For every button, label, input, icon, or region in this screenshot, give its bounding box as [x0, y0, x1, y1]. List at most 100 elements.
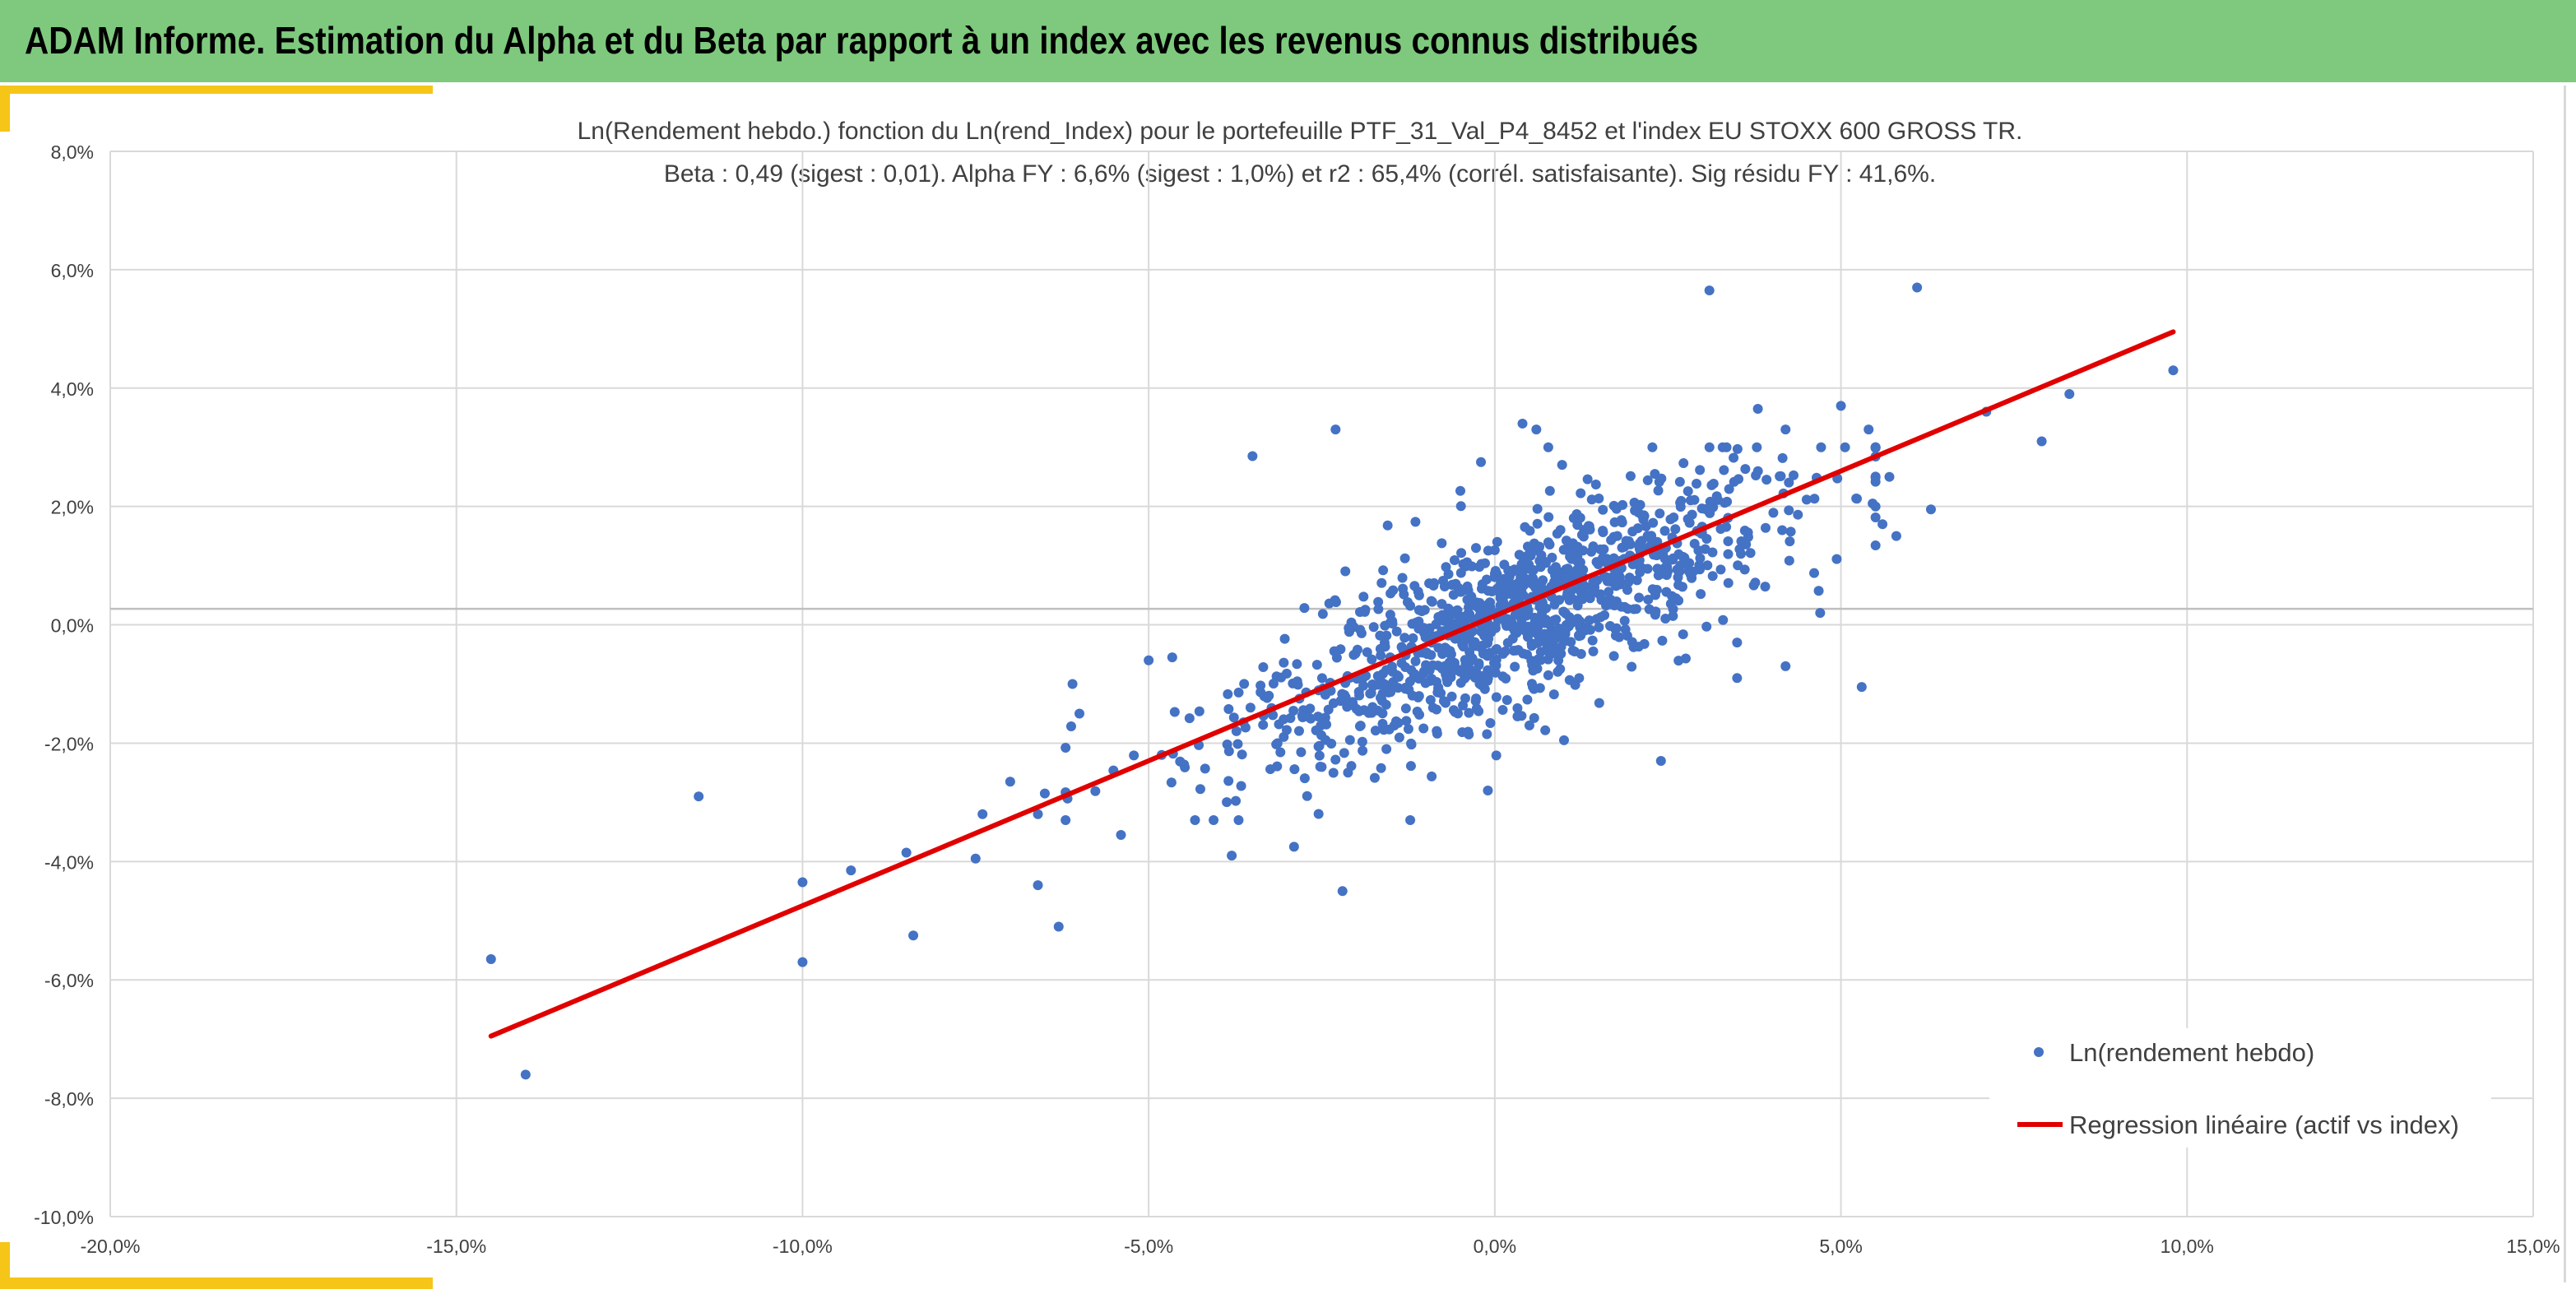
- scatter-point: [1279, 731, 1289, 742]
- scatter-point: [1700, 503, 1710, 514]
- chart-title: Ln(Rendement hebdo.) fonction du Ln(rend…: [578, 118, 2023, 145]
- scatter-point: [1272, 738, 1283, 749]
- scatter-point: [1583, 521, 1594, 531]
- scatter-point: [1299, 773, 1310, 784]
- y-tick-label: -4,0%: [44, 851, 94, 873]
- scatter-point: [1413, 590, 1424, 600]
- scatter-point: [1618, 499, 1628, 510]
- scatter-point: [1594, 698, 1604, 708]
- scatter-point: [1653, 485, 1664, 496]
- scatter-point: [1507, 633, 1518, 644]
- scatter-point: [1512, 702, 1523, 713]
- scatter-point: [1594, 494, 1604, 504]
- scatter-point: [1474, 598, 1485, 609]
- scatter-point: [1683, 566, 1694, 577]
- scatter-point: [1441, 669, 1451, 679]
- chart-subtitle: Beta : 0,49 (sigest : 0,01). Alpha FY : …: [664, 160, 1936, 188]
- scatter-point: [1262, 693, 1273, 703]
- scatter-point: [1492, 644, 1502, 655]
- scatter-point: [1401, 716, 1412, 726]
- scatter-point: [1387, 619, 1398, 629]
- scatter-point: [1330, 754, 1341, 765]
- scatter-point: [1376, 577, 1387, 588]
- scatter-point: [1482, 651, 1492, 661]
- scatter-point: [1572, 541, 1583, 552]
- scatter-point: [1673, 596, 1684, 606]
- scatter-point: [1507, 622, 1518, 633]
- scatter-point: [1704, 442, 1715, 452]
- scatter-point: [1232, 739, 1243, 749]
- scatter-point: [1354, 721, 1365, 731]
- scatter-point: [1642, 531, 1653, 541]
- scatter-point: [1775, 471, 1786, 481]
- scatter-point: [970, 853, 981, 864]
- scatter-point: [1239, 679, 1250, 689]
- scatter-point: [1622, 585, 1633, 596]
- scatter-point: [1450, 633, 1460, 644]
- scatter-point: [1461, 560, 1472, 571]
- scatter-point: [1780, 661, 1791, 671]
- scatter-point: [1553, 631, 1564, 642]
- scatter-point: [1407, 690, 1418, 701]
- scatter-point: [1723, 549, 1734, 559]
- scatter-point: [1437, 648, 1448, 659]
- scatter-point: [1330, 424, 1341, 435]
- x-tick-label: -10,0%: [773, 1236, 833, 1257]
- scatter-point: [1659, 554, 1670, 564]
- scatter-point: [1616, 601, 1627, 612]
- scatter-point: [1517, 418, 1528, 429]
- scatter-point: [1497, 582, 1508, 592]
- regression-line: [488, 329, 2176, 1039]
- x-tick-label: 0,0%: [1474, 1236, 1516, 1257]
- scatter-point: [1809, 568, 1820, 578]
- scatter-point: [1505, 589, 1515, 600]
- scatter-point: [1337, 886, 1348, 897]
- y-tick-label: 2,0%: [51, 497, 94, 518]
- scatter-point: [1760, 522, 1771, 533]
- scatter-point: [1476, 457, 1487, 467]
- scatter-point: [1373, 679, 1384, 690]
- scatter-point: [1568, 512, 1579, 523]
- scatter-point: [1752, 403, 1763, 414]
- scatter-point: [1399, 633, 1410, 643]
- scatter-point: [1870, 442, 1881, 452]
- scatter-point: [1533, 618, 1543, 628]
- scatter-point: [1464, 707, 1474, 718]
- scatter-point: [1702, 560, 1713, 571]
- scatter-point: [1831, 554, 1842, 564]
- y-tick-label: 0,0%: [51, 615, 94, 637]
- scatter-point: [1074, 708, 1084, 719]
- scatter-point: [1033, 880, 1043, 891]
- scatter-point: [1572, 556, 1583, 567]
- y-axis-tick-labels: -10,0% -8,0% -6,0% -4,0% -2,0% 0,0% 2,0% 4,0% 6,…: [34, 141, 94, 1228]
- scatter-point: [1453, 708, 1464, 719]
- scatter-point: [1608, 500, 1619, 511]
- scatter-point: [1491, 660, 1502, 670]
- scatter-point: [1761, 475, 1772, 485]
- scatter-point: [1534, 542, 1544, 553]
- scatter-point: [901, 847, 912, 858]
- scatter-point: [1585, 624, 1595, 635]
- scatter-point: [1393, 717, 1404, 728]
- scatter-point: [1683, 486, 1693, 497]
- scatter-point: [1397, 573, 1408, 583]
- scatter-point: [1167, 652, 1177, 663]
- scatter-point: [1674, 476, 1685, 487]
- scatter-point: [1586, 546, 1597, 557]
- scatter-point: [1432, 704, 1442, 715]
- scatter-point: [1482, 675, 1492, 686]
- scatter-point: [1491, 692, 1502, 702]
- scatter-point: [1337, 689, 1348, 699]
- scatter-point: [1432, 726, 1442, 736]
- scatter-point: [1418, 623, 1429, 633]
- scatter-point: [1675, 498, 1686, 508]
- scatter-point: [1453, 582, 1464, 593]
- scatter-point: [1673, 656, 1684, 666]
- scatter-point: [1611, 623, 1622, 633]
- scatter-point: [1508, 645, 1519, 656]
- scatter-point: [1320, 712, 1330, 723]
- scatter-point: [1379, 638, 1390, 648]
- scatter-point: [1501, 673, 1511, 684]
- scatter-point: [1629, 497, 1640, 508]
- scatter-point: [1647, 442, 1658, 452]
